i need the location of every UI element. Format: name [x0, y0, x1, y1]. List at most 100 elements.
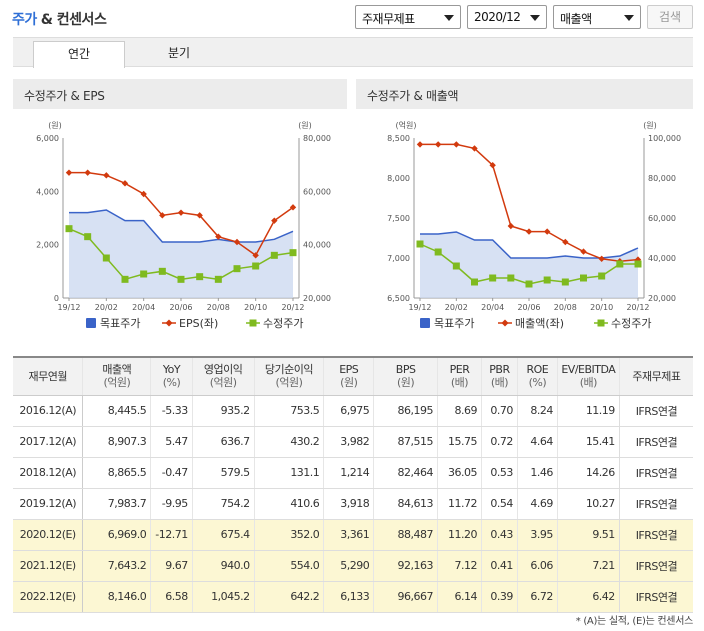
table-cell: 0.72 [480, 426, 518, 458]
tab-quarterly[interactable]: 분기 [167, 46, 191, 60]
column-header: EV/EBITDA (배) [556, 356, 620, 396]
right-axis-tick: 40,000 [303, 241, 331, 250]
table-cell: 2016.12(A) [13, 395, 84, 427]
table-cell: 2018.12(A) [13, 457, 84, 489]
x-axis-tick: 20/04 [132, 303, 155, 312]
main-series-point [233, 238, 241, 246]
table-cell: 10.27 [556, 488, 620, 520]
column-header-label: EV/EBITDA [561, 363, 616, 377]
column-header: PBR (배) [480, 356, 518, 396]
legend-main-swatch-point [501, 319, 509, 327]
table-cell: 0.41 [480, 550, 518, 582]
price-series-point [233, 265, 241, 273]
table-cell: 7.21 [556, 550, 620, 582]
table-cell: 87,515 [373, 426, 438, 458]
period-select[interactable]: 2020/12 [467, 5, 547, 29]
main-series-point [196, 212, 203, 219]
column-header: YoY (%) [150, 356, 193, 396]
right-axis-tick: 80,000 [303, 134, 331, 143]
column-header: 당기순이익 (억원) [253, 356, 324, 396]
tab-annual[interactable]: 연간 [33, 41, 125, 68]
price-series-point [543, 276, 551, 284]
metric-value: 매출액 [560, 12, 592, 26]
metric-select[interactable]: 매출액 [553, 5, 641, 29]
price-series-point [84, 233, 92, 241]
price-series-point [121, 275, 129, 283]
table-cell: 7.12 [437, 550, 482, 582]
column-header: 영업이익 (억원) [191, 356, 255, 396]
table-cell: 754.2 [191, 488, 255, 520]
table-cell: 6.42 [556, 581, 620, 613]
financial-table: 재무연월 매출액 (억원) YoY (%) 영업이익 (억원) 당기순이익 (억원) EPS (원)… [13, 356, 693, 613]
table-cell: 6,975 [323, 395, 374, 427]
search-button[interactable]: 검색 [647, 5, 693, 29]
title-main: 주가 [12, 12, 37, 28]
table-cell: 410.6 [253, 488, 324, 520]
table-cell: 0.39 [480, 581, 518, 613]
price-series-point [102, 254, 110, 262]
price-series-point [452, 262, 460, 270]
table-row: 2020.12(E) 6,969.0 -12.71 675.4 352.0 3,361 88… [13, 519, 693, 551]
left-axis-tick: 8,500 [387, 134, 410, 143]
right-axis-unit: (원) [643, 121, 657, 130]
table-cell: 0.70 [480, 395, 518, 427]
right-axis-tick: 40,000 [648, 254, 676, 263]
column-header-unit: (%) [162, 376, 181, 390]
chevron-down-icon [444, 15, 454, 21]
x-axis-tick: 19/12 [408, 303, 431, 312]
target-price-area [420, 232, 638, 298]
x-axis-tick: 20/10 [590, 303, 613, 312]
right-axis-tick: 60,000 [648, 214, 676, 223]
table-cell: -0.47 [150, 457, 193, 489]
column-header-label: 주재무제표 [632, 369, 681, 383]
table-cell: 15.41 [556, 426, 620, 458]
legend-target-swatch [86, 318, 96, 328]
table-cell: 3.95 [516, 519, 558, 551]
table-cell: IFRS연결 [618, 519, 693, 551]
chart1-title: 수정주가 & EPS [13, 79, 347, 109]
table-row: 2017.12(A) 8,907.3 5.47 636.7 430.2 3,982 87,5… [13, 426, 693, 458]
table-cell: -9.95 [150, 488, 193, 520]
main-series-point [252, 252, 259, 259]
price-series-point [416, 240, 424, 248]
price-series-point [214, 275, 222, 283]
table-cell: 8,865.5 [82, 457, 151, 489]
x-axis-tick: 20/10 [244, 303, 267, 312]
main-series-point [489, 162, 496, 169]
main-series-point [65, 169, 73, 176]
table-cell: 82,464 [373, 457, 438, 489]
main-series-point [215, 233, 222, 240]
price-series-point [65, 225, 73, 233]
page-title: 주가 & 컨센서스 [12, 9, 107, 29]
column-header: ROE (%) [516, 356, 558, 396]
x-axis-tick: 20/02 [95, 303, 118, 312]
table-cell: 352.0 [253, 519, 324, 551]
footnote: * (A)는 실적, (E)는 컨센서스 [575, 616, 694, 627]
table-cell: 579.5 [191, 457, 255, 489]
column-header-label: PER [449, 363, 470, 377]
table-cell: 6.06 [516, 550, 558, 582]
table-cell: 131.1 [253, 457, 324, 489]
main-series-point [434, 141, 442, 148]
sales-price-chart: (억원) (원) 8,500 8,000 7,500 7,000 6,500 100,000 8… [387, 120, 681, 330]
table-cell: 554.0 [253, 550, 324, 582]
main-series-point [84, 169, 91, 176]
price-series-point [270, 251, 278, 259]
statement-type-select[interactable]: 주재무제표 [355, 5, 461, 29]
column-header-unit: (배) [450, 376, 469, 390]
table-cell: 753.5 [253, 395, 324, 427]
table-cell: 7,643.2 [82, 550, 151, 582]
chevron-down-icon [530, 15, 540, 21]
price-series-point [140, 270, 148, 278]
price-series-point [158, 267, 166, 275]
price-series-point [289, 249, 297, 257]
table-cell: 96,667 [373, 581, 438, 613]
column-header: 매출액 (억원) [82, 356, 151, 396]
table-cell: 2019.12(A) [13, 488, 84, 520]
main-series-point [177, 209, 185, 216]
table-cell: IFRS연결 [618, 395, 693, 427]
column-header-unit: (원) [397, 376, 415, 390]
x-axis-tick: 20/06 [517, 303, 540, 312]
table-cell: 6.14 [437, 581, 482, 613]
price-series-point [525, 280, 533, 288]
